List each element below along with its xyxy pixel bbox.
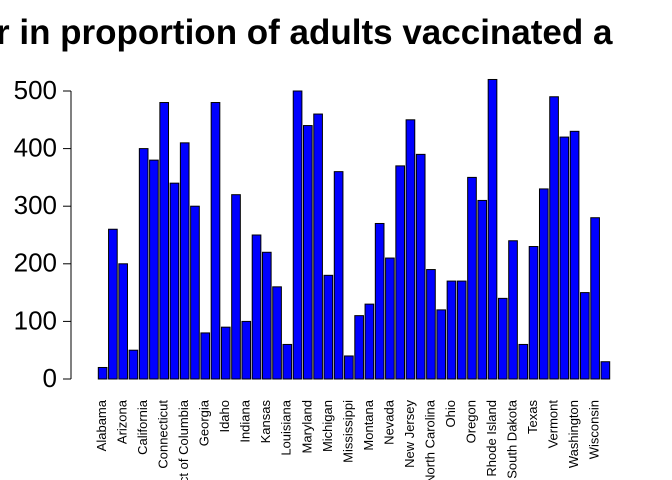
y-tick-label: 100 [14,305,57,335]
bar [241,320,252,380]
bar [518,343,529,380]
x-tick-label: Michigan [320,400,335,452]
x-tick-label: Nevada [381,399,396,445]
x-tick-label: Indiana [238,399,253,442]
bar [580,292,590,380]
y-tick-label: 500 [14,75,57,105]
bar [590,217,600,380]
bar [128,349,139,380]
bar [210,102,221,380]
bar [508,240,518,380]
bar [405,119,416,380]
bar [231,194,241,380]
bar [374,222,385,380]
y-tick-label: 300 [14,190,57,220]
bar [159,102,170,380]
bar [169,182,180,380]
x-tick-label: Idaho [217,400,232,433]
x-tick-label: New Jersey [402,400,417,468]
bar [138,148,149,380]
x-tick-label: Wisconsin [587,400,602,459]
x-tick-label: Oregon [463,400,478,443]
x-tick-label: South Dakota [504,399,519,479]
x-tick-label: Arizona [115,399,130,444]
bar [179,142,190,380]
x-tick-label: Connecticut [156,400,171,469]
bar [600,361,611,380]
bar [549,96,559,380]
bar [538,188,549,380]
bar [559,136,570,380]
x-tick-label: Maryland [299,400,314,453]
x-tick-label: Mississippi [340,400,355,463]
x-tick-label: Ohio [443,400,458,427]
bar [303,125,313,380]
x-tick-label: District of Columbia [176,399,191,480]
bar [446,280,457,380]
bar [118,263,128,380]
bar [354,315,364,380]
bar [415,153,426,380]
bar [385,257,395,380]
bar [292,90,303,380]
bar [190,205,200,380]
bar [97,366,108,380]
bar [108,228,118,380]
chart-title: r in proportion of adults vaccinated a [0,13,613,52]
bar [220,326,231,380]
bar [333,171,344,380]
y-tick-label: 400 [14,132,57,162]
x-tick-label: Washington [566,400,581,468]
bar [282,343,293,380]
x-tick-label: Georgia [197,399,212,446]
bar [200,332,211,380]
bar [528,246,539,380]
x-tick-label: Texas [525,400,540,434]
bar [344,355,354,380]
bar [477,199,488,380]
bar [456,280,467,380]
bar [149,159,159,380]
bar [251,234,262,380]
bar [569,130,580,380]
bar [261,251,272,380]
y-tick-label: 0 [43,363,57,393]
bar [395,165,405,380]
y-tick-label: 200 [14,248,57,278]
bar [467,176,477,380]
bar [364,303,375,380]
x-tick-label: Alabama [94,399,109,451]
x-tick-label: Kansas [258,400,273,444]
x-tick-label: California [135,399,150,455]
x-tick-label: North Carolina [422,399,437,480]
bar [487,78,498,380]
bar [313,113,323,380]
x-tick-label: Vermont [546,400,561,449]
x-tick-label: Montana [361,399,376,450]
x-tick-label: Rhode Island [484,400,499,477]
bar [426,269,436,380]
bar [272,286,282,380]
bar [323,274,334,380]
bar [436,309,447,380]
bar [497,297,508,380]
x-tick-label: Louisiana [279,399,294,455]
